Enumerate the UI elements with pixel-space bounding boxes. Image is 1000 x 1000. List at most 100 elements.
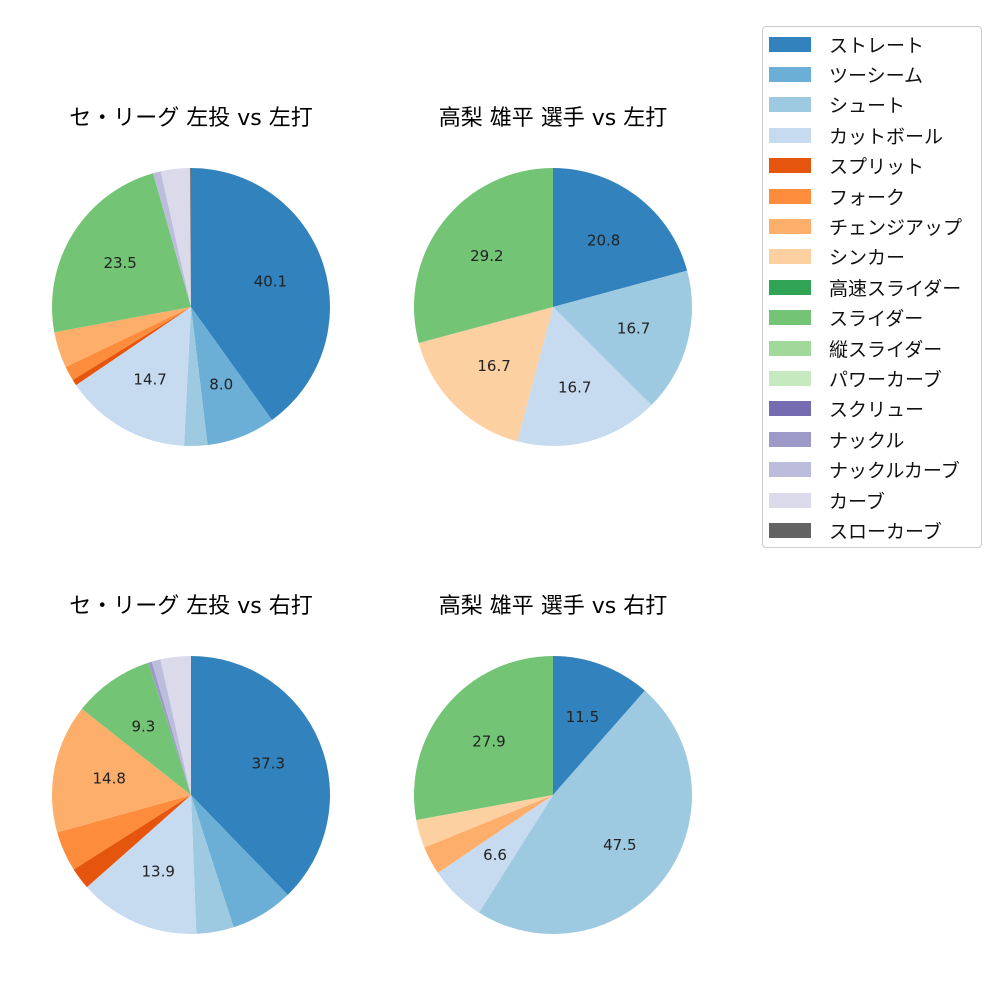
legend-swatch (769, 279, 811, 295)
pie-slice-2 (437, 795, 553, 913)
pie-slice-0 (553, 168, 688, 307)
legend-label: シンカー (829, 247, 906, 270)
slice-percent-label: 16.7 (477, 357, 510, 375)
pie-chart-league-lhp-vs-rhb: セ・リーグ 左投 vs 右打 37.3 13.9 14.8 9.3 (51, 594, 330, 934)
legend-swatch (769, 340, 811, 356)
pie-slice-10 (160, 656, 191, 795)
slice-percent-label: 23.5 (103, 254, 136, 272)
pie-slice-1 (191, 307, 272, 446)
pie-slice-10 (190, 168, 191, 307)
pie-slice-4 (416, 795, 553, 848)
pie-slice-9 (151, 659, 191, 795)
slice-percent-label: 16.7 (558, 379, 591, 397)
legend-swatch (769, 249, 811, 265)
slice-percent-label: 29.2 (470, 247, 503, 265)
chart-title: セ・リーグ 左投 vs 右打 (69, 594, 312, 619)
pie-slice-0 (553, 656, 645, 795)
legend-swatch (769, 462, 811, 478)
chart-title: 高梨 雄平 選手 vs 右打 (439, 594, 667, 619)
pie-slice-9 (160, 168, 191, 307)
legend-item: スライダー (769, 307, 924, 331)
legend-item: フォーク (769, 185, 906, 209)
pie-slice-1 (478, 690, 692, 934)
legend-item: 縦スライダー (769, 337, 943, 361)
slice-percent-label: 11.5 (566, 708, 599, 726)
pie-slice-0 (191, 656, 330, 895)
slice-percent-label: 14.7 (133, 371, 166, 389)
chart-title: セ・リーグ 左投 vs 左打 (69, 106, 312, 131)
legend-swatch (769, 218, 811, 234)
pie-slice-1 (553, 270, 692, 406)
pie-slice-3 (86, 795, 197, 934)
legend-swatch (769, 401, 811, 417)
pie-slice-2 (184, 307, 208, 446)
legend-label: ストレート (829, 34, 925, 57)
pie-chart-league-lhp-vs-lhb: セ・リーグ 左投 vs 左打 40.1 8.0 14.7 23.5 (51, 106, 330, 446)
legend-item: カーブ (769, 489, 885, 513)
legend-label: カットボール (829, 125, 944, 148)
pie-slice-3 (424, 795, 553, 873)
pie-slice-2 (517, 307, 652, 446)
legend-item: ツーシーム (769, 63, 924, 87)
legend-swatch (769, 431, 811, 447)
pie-slice-5 (65, 307, 191, 380)
pie-slice-4 (73, 795, 191, 888)
pie-slice-5 (413, 656, 553, 820)
legend-item: スプリット (769, 155, 924, 178)
pie-slice-3 (418, 307, 553, 442)
legend-item: ナックルカーブ (769, 459, 960, 483)
pie-chart-takanashi-vs-rhb: 高梨 雄平 選手 vs 右打 11.5 47.5 6.6 27.9 (413, 594, 692, 934)
slice-percent-label: 6.6 (483, 846, 507, 864)
legend-item: シュート (769, 94, 906, 118)
slice-percent-label: 40.1 (254, 272, 287, 290)
legend-label: カーブ (829, 490, 885, 513)
legend-label: フォーク (829, 186, 906, 209)
chart-title: 高梨 雄平 選手 vs 左打 (439, 106, 667, 131)
slice-percent-label: 27.9 (472, 733, 505, 751)
legend-label: ナックル (829, 429, 905, 452)
pie-slice-4 (72, 307, 191, 386)
legend-label: シュート (829, 95, 906, 118)
pie-slice-8 (153, 171, 191, 307)
legend-swatch (769, 158, 811, 174)
pie-slice-7 (81, 662, 191, 795)
slice-percent-label: 8.0 (209, 376, 233, 394)
legend-item: スローカーブ (769, 519, 942, 543)
legend-label: スライダー (829, 308, 924, 331)
legend-item: ストレート (769, 33, 925, 57)
slice-percent-label: 9.3 (131, 718, 155, 736)
legend: ストレートツーシームシュートカットボールスプリットフォークチェンジアップ シンカー… (762, 26, 982, 548)
legend-item: パワーカーブ (769, 367, 942, 391)
legend-label: ナックルカーブ (829, 460, 960, 483)
slice-percent-label: 37.3 (252, 755, 285, 773)
pie-slice-5 (57, 795, 191, 870)
legend-swatch (769, 36, 811, 52)
legend-label: パワーカーブ (829, 368, 942, 391)
pie-slice-1 (191, 795, 288, 928)
slice-percent-label: 47.5 (603, 836, 636, 854)
legend-label: チェンジアップ (829, 216, 963, 239)
pie-slice-7 (51, 173, 191, 333)
legend-label: ツーシーム (829, 64, 924, 87)
legend-swatch (769, 188, 811, 204)
legend-swatch (769, 310, 811, 326)
legend-item: チェンジアップ (769, 215, 963, 239)
pie-chart-takanashi-vs-lhb: 高梨 雄平 選手 vs 左打 20.8 16.7 16.7 16.7 29.2 (414, 106, 692, 446)
legend-swatch (769, 97, 811, 113)
legend-label: スクリュー (829, 399, 925, 422)
legend-swatch (769, 522, 811, 538)
legend-swatch (769, 370, 811, 386)
pie-slice-6 (51, 708, 192, 833)
pie-slice-0 (191, 168, 330, 420)
legend-label: 高速スライダー (829, 277, 962, 300)
slice-percent-label: 14.8 (93, 770, 126, 788)
slice-percent-label: 20.8 (587, 232, 620, 250)
legend-label: スローカーブ (829, 520, 942, 543)
legend-swatch (769, 492, 811, 508)
legend-label: 縦スライダー (829, 338, 943, 361)
pie-slice-3 (76, 307, 191, 446)
pie-slice-2 (191, 795, 234, 934)
legend-item: カットボール (769, 124, 944, 148)
legend-item: スクリュー (769, 398, 925, 422)
